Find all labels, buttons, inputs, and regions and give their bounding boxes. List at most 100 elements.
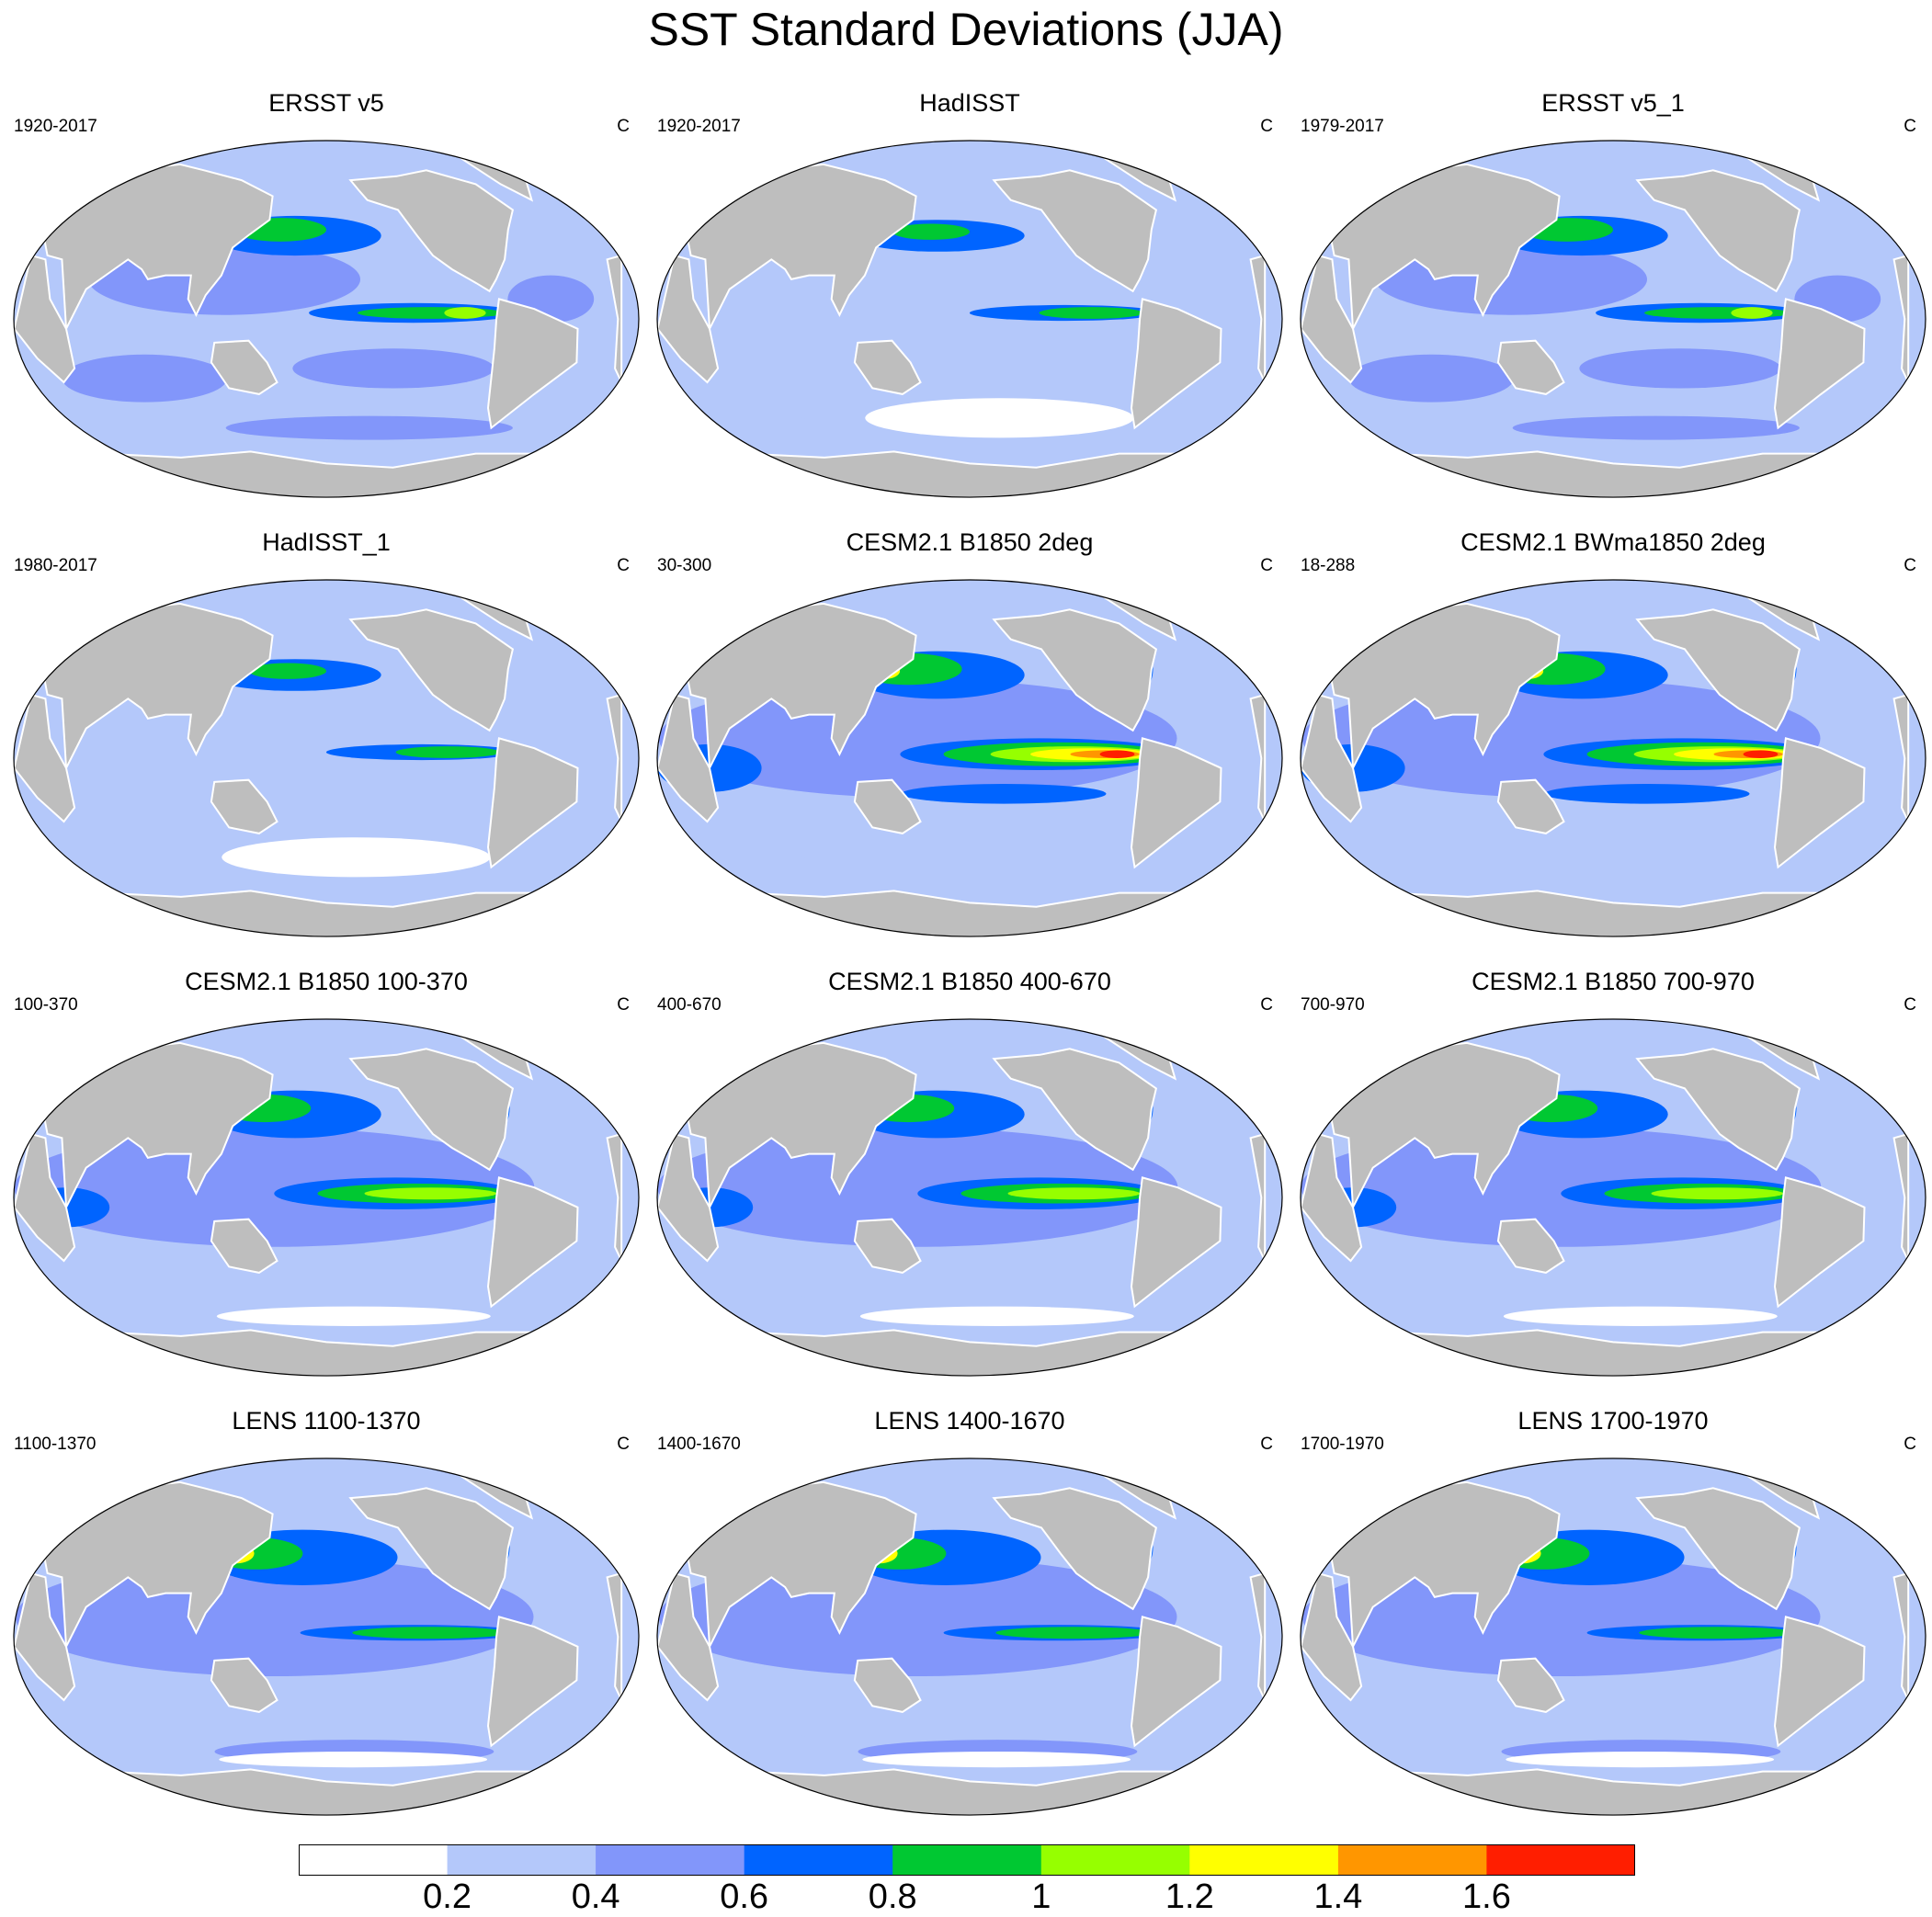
land-mass <box>1773 298 1866 430</box>
panel-unit: C <box>1904 117 1916 136</box>
map-panel: CESM2.1 B1850 100-370 100-370 C <box>5 966 648 1377</box>
land-mass <box>992 169 1158 293</box>
sst-anomaly-region <box>1099 750 1135 758</box>
panel-unit: C <box>617 995 630 1015</box>
map-panel: ERSST v5_1 1979-2017 C <box>1291 87 1932 498</box>
colorbar-tick-label: 1.6 <box>1462 1877 1511 1916</box>
land-mass <box>992 608 1158 732</box>
land-mass <box>1496 1218 1565 1274</box>
sst-map <box>13 1458 640 1816</box>
sst-map <box>13 140 640 498</box>
sst-anomaly-region <box>1544 784 1750 804</box>
map-panel: CESM2.1 BWma1850 2deg 18-288 C <box>1291 527 1932 937</box>
colorbar-swatch <box>1189 1844 1339 1876</box>
land-mass <box>657 693 720 823</box>
sst-map <box>1300 1018 1926 1377</box>
colorbar-tick-label: 1.2 <box>1165 1877 1214 1916</box>
panel-period: 700-970 <box>1301 995 1365 1015</box>
sst-map <box>13 579 640 937</box>
colorbar-swatch <box>892 1844 1042 1876</box>
land-mass <box>657 1571 720 1702</box>
colorbar-tick-label: 0.8 <box>868 1877 917 1916</box>
panel-unit: C <box>1904 556 1916 575</box>
land-mass <box>1330 163 1561 333</box>
map-outline <box>13 1018 640 1377</box>
sst-map <box>656 140 1283 498</box>
sst-map <box>1300 579 1926 937</box>
panel-title: CESM2.1 B1850 700-970 <box>1472 968 1755 995</box>
sst-anomaly-region <box>248 663 326 679</box>
panel-unit: C <box>1260 556 1273 575</box>
map-outline <box>656 140 1283 498</box>
land-mass <box>1130 1616 1222 1748</box>
panel-unit: C <box>1904 1435 1916 1454</box>
map-panel: ERSST v5 1920-2017 C <box>5 87 648 498</box>
panel-unit: C <box>617 1435 630 1454</box>
map-outline <box>1300 140 1926 498</box>
land-mass <box>486 298 579 430</box>
panel-period: 1700-1970 <box>1301 1435 1384 1454</box>
colorbar-swatch <box>744 1844 893 1876</box>
sst-anomaly-region <box>14 1128 535 1247</box>
panel-title: CESM2.1 BWma1850 2deg <box>1460 528 1766 556</box>
land-mass <box>1301 1132 1363 1263</box>
map-outline <box>656 579 1283 937</box>
panel-title: CESM2.1 B1850 100-370 <box>185 968 468 995</box>
land-mass <box>1130 1176 1222 1309</box>
panel-period: 18-288 <box>1301 556 1356 575</box>
land-mass <box>1130 298 1222 430</box>
land-mass <box>1301 1571 1363 1702</box>
sst-anomaly-region <box>292 348 494 389</box>
land-mass <box>687 1480 917 1650</box>
panel-title: LENS 1400-1670 <box>874 1407 1065 1435</box>
sst-anomaly-region <box>352 1627 509 1639</box>
map-outline <box>13 140 640 498</box>
land-mass <box>348 1048 515 1172</box>
land-mass <box>14 1132 76 1263</box>
land-mass <box>210 339 278 395</box>
map-panel: LENS 1700-1970 1700-1970 C <box>1291 1405 1932 1816</box>
sst-anomaly-region <box>395 746 500 758</box>
panel-unit: C <box>1904 995 1916 1015</box>
land-mass <box>992 1487 1158 1611</box>
land-mass <box>43 602 274 772</box>
panel-title: HadISST <box>919 89 1020 117</box>
land-mass <box>853 339 922 395</box>
panel-period: 1920-2017 <box>657 117 741 136</box>
panel-period: 1100-1370 <box>14 1435 97 1454</box>
colorbar-swatch <box>1337 1844 1487 1876</box>
map-outline <box>1300 1458 1926 1816</box>
sst-anomaly-region <box>1039 307 1143 319</box>
panel-unit: C <box>617 117 630 136</box>
panel-period: 400-670 <box>657 995 722 1015</box>
land-mass <box>486 1616 579 1748</box>
land-mass <box>657 1132 720 1263</box>
panel-title: LENS 1700-1970 <box>1517 1407 1709 1435</box>
colorbar-tick-label: 1.4 <box>1313 1877 1363 1916</box>
map-panel: LENS 1400-1670 1400-1670 C <box>648 1405 1291 1816</box>
land-mass <box>1330 602 1561 772</box>
sst-anomaly-region <box>995 1627 1153 1639</box>
sst-anomaly-region <box>901 784 1107 804</box>
colorbar-tick-label: 0.6 <box>720 1877 769 1916</box>
land-mass <box>1496 778 1565 834</box>
colorbar-frame <box>299 1844 1635 1876</box>
panel-title: CESM2.1 B1850 2deg <box>846 528 1094 556</box>
land-mass <box>43 1480 274 1650</box>
land-mass <box>43 163 274 333</box>
panel-period: 1920-2017 <box>14 117 97 136</box>
land-mass <box>1496 1657 1565 1713</box>
sst-anomaly-region <box>62 354 228 403</box>
sst-map <box>656 579 1283 937</box>
colorbar-swatch <box>1040 1844 1190 1876</box>
map-outline <box>656 1018 1283 1377</box>
land-mass <box>43 1041 274 1211</box>
land-mass <box>210 1218 278 1274</box>
sst-anomaly-region <box>216 1306 491 1326</box>
map-outline <box>1300 579 1926 937</box>
sst-anomaly-region <box>1512 415 1800 440</box>
land-mass <box>1635 1048 1801 1172</box>
land-mass <box>1301 254 1363 384</box>
panel-unit: C <box>1260 1435 1273 1454</box>
land-mass <box>853 1657 922 1713</box>
